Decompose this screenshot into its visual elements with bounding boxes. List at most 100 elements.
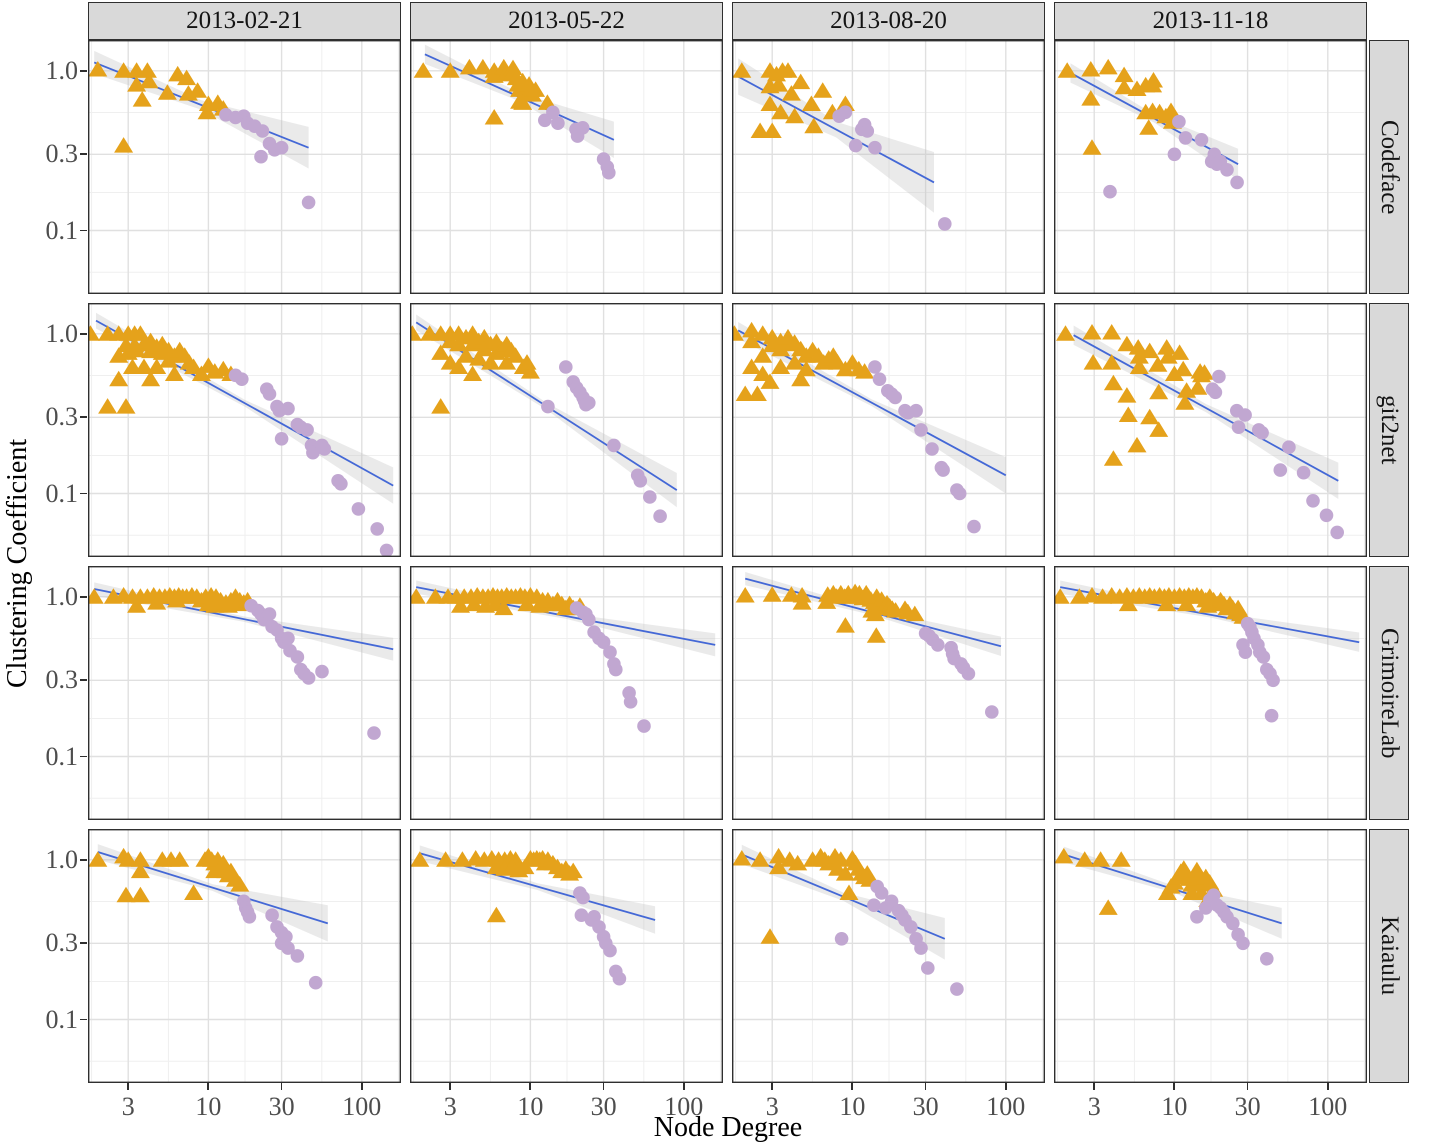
data-point-triangle <box>750 851 770 867</box>
data-point-triangle <box>1114 66 1134 83</box>
data-point-circle <box>281 941 295 955</box>
data-point-circle <box>262 607 277 621</box>
data-point-triangle <box>1117 387 1137 403</box>
data-point-triangle <box>732 62 752 78</box>
data-point-circle <box>603 645 617 659</box>
data-point-triangle <box>130 851 150 867</box>
panel-border <box>409 828 724 1084</box>
panel-border <box>87 565 402 821</box>
data-point-triangle <box>84 588 104 604</box>
facet-column-strip: 2013-05-22 <box>410 2 723 40</box>
data-point-triangle <box>1114 78 1134 95</box>
data-point-triangle <box>835 95 855 111</box>
data-point-triangle <box>464 595 484 612</box>
data-point-triangle <box>1081 61 1101 77</box>
facet-column-strip: 2013-08-20 <box>732 2 1045 40</box>
panel-border <box>1053 39 1368 295</box>
data-point-triangle <box>1098 58 1118 75</box>
facet-panel-git2net-2013-02-21 <box>80 302 402 558</box>
x-tick-label: 100 <box>986 1092 1026 1121</box>
x-tick-mark <box>1326 1083 1329 1090</box>
data-point-triangle <box>1082 139 1102 155</box>
x-tick-label: 3 <box>121 1092 135 1121</box>
data-point-circle <box>1167 147 1182 162</box>
data-point-triangle <box>1127 436 1147 453</box>
data-point-circle <box>868 140 882 155</box>
facet-panel-Codeface-2013-08-20 <box>731 39 1046 295</box>
panel-border <box>731 828 1046 1084</box>
data-point-triangle <box>1098 899 1118 915</box>
data-point-circle <box>914 423 928 437</box>
data-point-circle <box>587 910 601 924</box>
panel-border <box>87 39 402 295</box>
data-point-triangle <box>530 597 550 613</box>
data-point-triangle <box>791 370 811 387</box>
data-point-triangle <box>88 851 108 867</box>
data-point-circle <box>925 442 939 456</box>
x-tick-mark <box>1246 1083 1249 1090</box>
data-point-triangle <box>771 358 791 374</box>
data-point-circle <box>242 910 257 924</box>
data-point-triangle <box>1102 324 1122 340</box>
data-point-triangle <box>184 358 204 374</box>
data-point-circle <box>551 116 565 130</box>
y-tick-label: 0.3 <box>45 928 79 958</box>
data-point-circle <box>914 941 928 955</box>
panel-border <box>87 302 402 558</box>
facet-panel-GrimoireLab-2013-02-21 <box>84 565 402 821</box>
data-point-triangle <box>449 358 469 374</box>
data-point-triangle <box>116 398 136 414</box>
trend-line <box>737 75 935 184</box>
data-point-circle <box>1238 408 1252 422</box>
data-point-triangle <box>413 62 433 78</box>
data-point-triangle <box>506 347 526 363</box>
data-point-triangle <box>839 884 859 900</box>
data-point-triangle <box>130 886 150 903</box>
data-point-triangle <box>1140 342 1160 359</box>
data-point-circle <box>884 894 899 909</box>
data-point-circle <box>1172 114 1186 129</box>
data-point-triangle <box>184 884 204 900</box>
data-point-circle <box>351 502 366 516</box>
data-point-triangle <box>473 58 493 75</box>
data-point-triangle <box>1102 354 1122 370</box>
data-point-triangle <box>1164 365 1184 381</box>
x-tick-label: 3 <box>443 1092 457 1121</box>
data-point-triangle <box>517 354 537 370</box>
data-point-triangle <box>563 862 583 879</box>
data-point-circle <box>950 982 964 996</box>
data-point-triangle <box>139 72 159 89</box>
data-point-circle <box>909 403 923 418</box>
panel-border <box>731 39 1046 295</box>
data-point-triangle <box>451 597 470 613</box>
data-point-circle <box>306 445 320 460</box>
data-point-circle <box>235 372 249 386</box>
confidence-band <box>1070 63 1239 180</box>
facet-panel-Kaiaulu-2013-05-22 <box>409 828 724 1084</box>
data-point-triangle <box>481 354 501 370</box>
x-tick-label: 30 <box>912 1092 939 1121</box>
trend-line <box>1073 334 1339 482</box>
data-point-triangle <box>778 62 798 78</box>
data-point-circle <box>867 898 881 912</box>
data-point-circle <box>888 390 902 405</box>
data-point-circle <box>1260 952 1274 966</box>
x-tick-mark <box>280 1083 283 1090</box>
data-point-triangle <box>1143 76 1163 93</box>
data-point-triangle <box>771 103 791 120</box>
x-tick-label: 10 <box>195 1092 222 1121</box>
data-point-triangle <box>762 122 782 138</box>
data-point-circle <box>582 612 596 627</box>
y-tick-label: 0.1 <box>45 478 79 508</box>
data-point-circle <box>281 401 295 416</box>
data-point-triangle <box>747 385 767 401</box>
data-point-triangle <box>1103 450 1123 466</box>
facet-panel-git2net-2013-08-20 <box>724 302 1046 558</box>
y-tick-label: 0.1 <box>45 1004 79 1034</box>
data-point-triangle <box>760 928 780 944</box>
data-point-circle <box>265 908 279 922</box>
data-point-circle <box>546 105 560 120</box>
data-point-circle <box>1319 508 1334 523</box>
y-axis-title: Clustering Coefficient <box>2 438 33 688</box>
y-tick-label: 1.0 <box>45 318 79 348</box>
